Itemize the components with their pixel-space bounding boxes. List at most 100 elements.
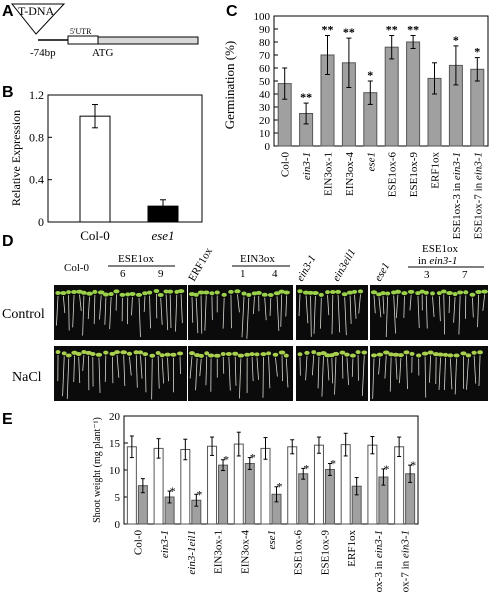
d-row-control: Control [2, 307, 45, 322]
seedling-leaf [207, 353, 215, 358]
panel-letter-d: D [2, 233, 14, 250]
seedling-leaf [177, 289, 185, 294]
seedling-leaf [481, 289, 488, 294]
seedling-leaf [349, 353, 356, 358]
seedling-root [140, 355, 143, 379]
chart-c-ytick-label: 50 [259, 76, 271, 88]
seedling-leaf [120, 350, 128, 355]
chart-c-bar [384, 46, 399, 147]
seedling-root [73, 355, 75, 383]
seedling-root [222, 356, 225, 374]
chart-b-ytick-label: 0.4 [29, 173, 44, 187]
seedling-leaf [92, 289, 98, 294]
seedling-leaf [339, 350, 346, 355]
chart-e-xtick-label: ein3-1eil1 [186, 530, 198, 575]
chart-e-bar-control [287, 446, 298, 525]
d-group-ese1ox: ESE1ox [118, 253, 155, 265]
chart-c-ytick-label: 10 [259, 128, 271, 140]
seedling-root [298, 294, 301, 317]
seedling-leaf [213, 353, 221, 358]
panel-b: B Relative Expression 0 0.4 0.8 1.2 Col-0 ese… [2, 84, 203, 243]
seedling-leaf [407, 289, 415, 294]
seedling-leaf [475, 289, 482, 294]
seedling-root [144, 357, 147, 393]
d-group-col0: Col-0 [64, 262, 90, 274]
seedling-root [169, 294, 172, 329]
chart-e-ytick-label: 0 [115, 519, 121, 531]
seedling-root [313, 295, 316, 334]
chart-e-bar-nacl [324, 468, 335, 525]
chart-c-ylabel: Germination (%) [222, 41, 237, 129]
position-label: -74bp [30, 47, 56, 59]
seedling-leaf [463, 290, 469, 295]
chart-c-xtick-label: ESE1ox-3 in ein3-1 [451, 152, 463, 239]
seedling-root [409, 294, 412, 311]
seedling-root [311, 355, 315, 376]
seedling-root [82, 355, 85, 371]
seedling-root [262, 357, 264, 398]
chart-e-ytick-label: 5 [115, 492, 121, 504]
seedling-leaf [297, 352, 303, 357]
seedling-leaf [477, 350, 483, 355]
seedling-leaf [320, 351, 327, 356]
seedlings [55, 289, 488, 400]
chart-e-xtick-label: Col-0 [132, 530, 144, 556]
seedling-leaf [371, 353, 377, 358]
seedling-leaf [228, 289, 234, 294]
seedling-root [403, 296, 405, 318]
chart-e-xtick-label: EIN3ox-1 [213, 530, 225, 574]
chart-c-bar [406, 41, 421, 147]
chart-b-xtick-label: Col-0 [80, 228, 110, 243]
seedling-leaf [415, 291, 421, 296]
seedling-leaf [103, 350, 109, 355]
chart-e-ytick-label: 10 [109, 465, 121, 477]
chart-b-ytick-label: 0.8 [29, 130, 44, 144]
seedling-leaf [198, 353, 204, 358]
seedling-leaf [266, 351, 272, 356]
seedling-root [200, 295, 203, 334]
seedling-leaf [142, 352, 149, 357]
seedling-leaf [447, 353, 454, 358]
chart-e-bar-control [260, 447, 271, 525]
seedling-root [321, 356, 324, 397]
chart-e-bar-nacl [298, 473, 309, 525]
seedling-leaf [471, 350, 477, 355]
seedling-leaf [254, 352, 260, 357]
seedling-leaf [203, 290, 210, 295]
seedling-root [205, 356, 208, 386]
seedling-leaf [440, 289, 447, 294]
panel-e: E Shoot weight (mg plant⁻¹) 0 5 10 15 20 Col-… [2, 411, 419, 592]
chart-c-significance: ** [300, 90, 312, 104]
chart-e: 0 5 10 15 20 Col-0 * ein3-1 * ein3-1eil1 * EIN3ox-1… [109, 411, 419, 592]
d-group-ein3eil1: ein3eil1 [330, 247, 358, 284]
chart-e-bar-control [394, 446, 405, 525]
seedling-root [98, 357, 101, 393]
seedling-leaf [241, 291, 247, 296]
chart-c-ytick-label: 80 [259, 37, 271, 49]
chart-c-xtick-label: ESE1ox-6 [387, 152, 399, 198]
seedling-leaf [204, 351, 210, 356]
seedling-root [349, 295, 352, 324]
seedling-root [241, 296, 245, 338]
seedling-root [78, 356, 81, 383]
seedling-root [473, 355, 477, 384]
seedling-leaf [255, 290, 262, 295]
chart-c-ytick-label: 40 [259, 89, 271, 101]
seedling-root [334, 356, 337, 395]
seedling-leaf [357, 289, 364, 294]
seedling-leaf [155, 351, 161, 356]
d-group-ese1ox-ein3-b: in ein3-1 [418, 255, 457, 267]
d-ese1ox-line-9: 9 [158, 268, 164, 280]
seedling-root [417, 296, 420, 329]
seedling-leaf [137, 350, 144, 355]
seedling-leaf [267, 292, 274, 297]
chart-e-ylabel: Shoot weight (mg plant⁻¹) [92, 417, 103, 523]
chart-e-bar-control [313, 444, 324, 525]
seedling-leaf [304, 350, 310, 355]
seedling-root [234, 356, 237, 386]
chart-e-bar-nacl [244, 463, 255, 525]
d-ein3ox-line-4: 4 [272, 268, 278, 280]
seedling-leaf [113, 289, 120, 294]
seedling-root [269, 297, 272, 316]
